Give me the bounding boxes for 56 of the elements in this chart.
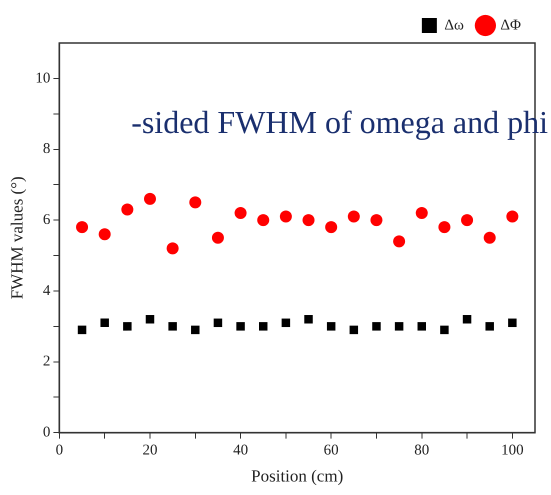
point bbox=[144, 192, 156, 205]
point bbox=[484, 232, 496, 244]
point bbox=[76, 221, 88, 234]
x-tick-label: 80 bbox=[414, 442, 430, 459]
point bbox=[78, 326, 86, 334]
point bbox=[214, 318, 222, 328]
point bbox=[485, 322, 494, 331]
point bbox=[189, 196, 202, 208]
x-tick-label: 0 bbox=[56, 442, 64, 459]
point bbox=[168, 322, 177, 331]
point bbox=[100, 318, 109, 328]
point bbox=[325, 221, 338, 234]
y-tick-label: 6 bbox=[42, 212, 51, 228]
point bbox=[370, 214, 382, 226]
point bbox=[121, 203, 134, 216]
point bbox=[508, 318, 517, 328]
point bbox=[166, 242, 179, 254]
legend-label: Δω bbox=[444, 17, 464, 34]
point bbox=[506, 210, 518, 223]
point bbox=[440, 326, 449, 334]
y-tick-label: 10 bbox=[35, 70, 50, 86]
legend-label: ΔΦ bbox=[500, 17, 522, 34]
x-axis-title: Position (cm) bbox=[251, 466, 344, 486]
x-tick-label: 40 bbox=[233, 442, 248, 459]
y-tick-label: 0 bbox=[42, 424, 50, 441]
point bbox=[326, 322, 336, 331]
point bbox=[280, 210, 292, 223]
point bbox=[212, 232, 224, 244]
point bbox=[282, 318, 290, 328]
point bbox=[302, 214, 315, 226]
y-axis-title: FWHM values (°) bbox=[8, 176, 27, 300]
y-tick-label: 4 bbox=[42, 282, 51, 299]
point bbox=[123, 322, 132, 331]
point bbox=[418, 322, 426, 331]
point bbox=[393, 235, 406, 248]
point bbox=[350, 326, 358, 334]
point bbox=[257, 214, 270, 226]
x-tick-label: 100 bbox=[501, 442, 524, 459]
point bbox=[236, 322, 245, 331]
y-tick-label: 8 bbox=[42, 141, 50, 158]
y-tick-label: 2 bbox=[42, 354, 50, 370]
point bbox=[372, 322, 381, 331]
x-tick-label: 20 bbox=[142, 442, 158, 459]
point bbox=[304, 315, 313, 324]
point bbox=[348, 210, 360, 223]
point bbox=[146, 315, 154, 324]
x-tick-label: 60 bbox=[324, 442, 339, 459]
point bbox=[258, 322, 268, 331]
point bbox=[438, 221, 450, 234]
point bbox=[394, 322, 404, 331]
point bbox=[98, 228, 111, 240]
point bbox=[416, 207, 428, 220]
point bbox=[461, 214, 474, 226]
point bbox=[234, 207, 247, 220]
point bbox=[191, 326, 200, 334]
point bbox=[462, 315, 472, 324]
